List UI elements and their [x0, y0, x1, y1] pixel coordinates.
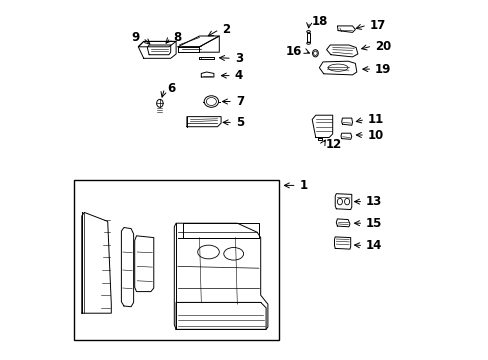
Text: 7: 7 — [235, 95, 244, 108]
Text: 14: 14 — [366, 239, 382, 252]
Text: 8: 8 — [173, 31, 182, 44]
Text: 12: 12 — [325, 138, 342, 150]
Text: 5: 5 — [235, 116, 244, 129]
Text: 16: 16 — [285, 45, 302, 58]
Text: 2: 2 — [222, 23, 230, 36]
Text: 6: 6 — [167, 82, 175, 95]
Text: 4: 4 — [234, 69, 243, 82]
Text: 1: 1 — [299, 179, 307, 192]
Text: 3: 3 — [234, 52, 243, 65]
Text: 17: 17 — [369, 19, 385, 32]
Text: 19: 19 — [374, 63, 391, 76]
Bar — [73, 180, 278, 340]
Text: 10: 10 — [367, 129, 384, 141]
Text: 15: 15 — [366, 217, 382, 230]
Text: 11: 11 — [367, 113, 384, 126]
Text: 20: 20 — [374, 40, 390, 53]
Text: 18: 18 — [311, 15, 328, 28]
Text: 13: 13 — [366, 195, 382, 208]
Text: 9: 9 — [132, 31, 140, 44]
